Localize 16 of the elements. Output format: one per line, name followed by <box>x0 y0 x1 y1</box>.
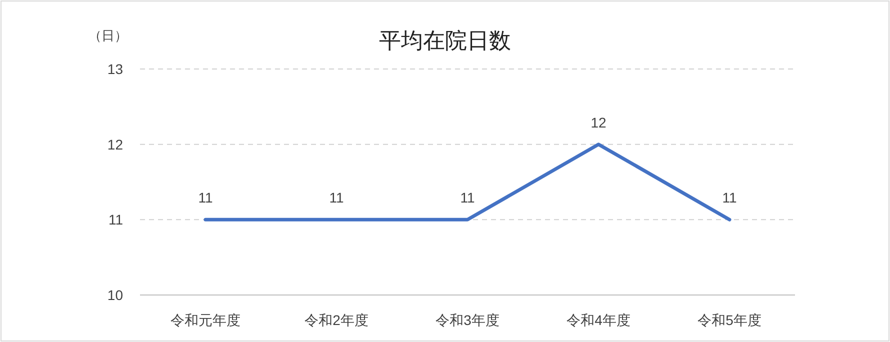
chart-title: 平均在院日数 <box>379 28 511 53</box>
data-label: 11 <box>329 190 344 206</box>
y-tick-label: 13 <box>107 61 124 77</box>
x-tick-label: 令和5年度 <box>698 312 762 328</box>
y-tick-label: 10 <box>107 287 124 303</box>
y-tick-label: 11 <box>108 212 124 228</box>
data-label: 11 <box>722 190 737 206</box>
y-tick-label: 12 <box>107 136 124 152</box>
data-label: 11 <box>198 190 213 206</box>
data-label: 11 <box>460 190 475 206</box>
data-label: 12 <box>590 114 606 130</box>
x-tick-label: 令和3年度 <box>436 312 500 328</box>
y-axis-title: （日） <box>88 28 128 43</box>
x-tick-label: 令和4年度 <box>566 312 630 328</box>
x-tick-label: 令和元年度 <box>170 312 240 328</box>
x-tick-label: 令和2年度 <box>304 312 368 328</box>
